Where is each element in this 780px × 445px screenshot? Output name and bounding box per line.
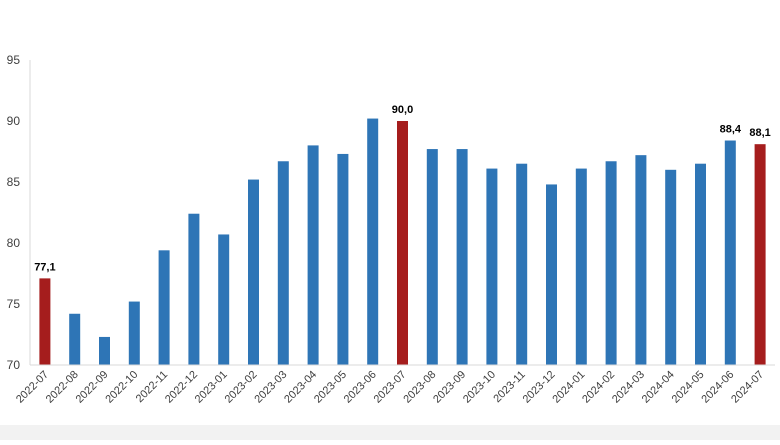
y-tick-label: 75 [7, 297, 21, 311]
bar-2022-12 [188, 213, 200, 365]
data-label-2023-07: 90,0 [392, 104, 413, 116]
y-axis: 70 75 80 85 90 95 [7, 53, 31, 372]
y-tick-label: 80 [7, 236, 21, 250]
bar-2023-02 [248, 179, 259, 365]
x-tick-label: 2024-07 [729, 369, 766, 406]
data-label-2022-07: 77,1 [34, 261, 55, 273]
bar-2023-01 [218, 234, 230, 365]
bar-2024-03 [635, 155, 647, 365]
bottom-strip [0, 425, 780, 440]
data-label-2024-06: 88,4 [720, 124, 742, 136]
bar-2023-07 [397, 121, 408, 365]
bar-2023-03 [277, 161, 289, 365]
x-tick-label: 2022-10 [103, 369, 140, 406]
bar-2022-10 [128, 301, 140, 365]
data-label-2024-07: 88,1 [749, 127, 770, 139]
bar-2022-09 [99, 336, 110, 365]
bar-2023-06 [367, 118, 379, 365]
bar-2023-05 [337, 153, 349, 365]
bar-2024-04 [665, 169, 677, 365]
bar-2023-11 [516, 163, 528, 365]
data-labels: 77,1 90,0 88,4 88,1 [34, 104, 771, 273]
bar-2024-02 [605, 161, 617, 365]
bar-2023-10 [486, 168, 498, 365]
bar-2023-09 [456, 149, 468, 365]
y-tick-label: 90 [7, 114, 21, 128]
bar-2024-01 [575, 168, 587, 365]
x-tick-label: 2023-10 [461, 369, 498, 406]
bar-2023-08 [426, 149, 438, 365]
bar-2023-12 [546, 184, 557, 365]
bars [39, 118, 766, 365]
bar-2024-06 [724, 140, 736, 365]
bar-2022-07 [39, 278, 51, 365]
bar-2022-11 [158, 250, 170, 365]
bar-2024-07 [754, 144, 766, 365]
bar-2022-08 [69, 313, 81, 365]
bar-2024-05 [695, 163, 706, 365]
bar-2023-04 [307, 145, 319, 365]
y-tick-label: 70 [7, 358, 21, 372]
y-tick-label: 95 [7, 53, 21, 67]
y-tick-label: 85 [7, 175, 21, 189]
x-axis: 2022-072022-082022-092022-102022-112022-… [14, 364, 775, 406]
